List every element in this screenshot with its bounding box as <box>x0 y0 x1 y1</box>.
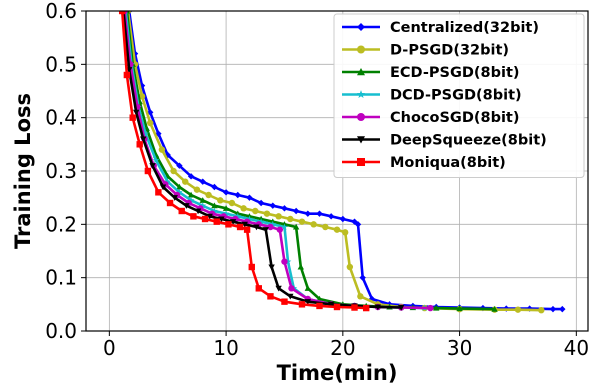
data-point <box>182 178 188 184</box>
legend-label: DCD-PSGD(8bit) <box>390 88 522 104</box>
x-tick-label: 30 <box>447 336 472 360</box>
data-point <box>334 226 340 232</box>
data-point <box>316 210 322 216</box>
data-point <box>277 226 283 232</box>
y-tick-label: 0.1 <box>45 266 77 290</box>
legend: Centralized(32bit) D-PSGD(32bit) ECD-PSGD(… <box>334 14 584 178</box>
data-point <box>124 72 130 78</box>
y-tick-label: 0.0 <box>45 319 77 343</box>
data-point <box>305 285 311 291</box>
data-point <box>137 141 143 147</box>
data-point <box>145 168 151 174</box>
data-point <box>281 298 287 304</box>
legend-marker <box>357 158 365 166</box>
data-point <box>170 168 176 174</box>
legend-label: ECD-PSGD(8bit) <box>390 65 520 81</box>
x-axis-title: Time(min) <box>277 361 398 385</box>
data-point <box>334 304 340 310</box>
data-point <box>252 208 258 214</box>
data-point <box>559 306 565 312</box>
y-tick-label: 0.5 <box>45 52 77 76</box>
legend-label: Centralized(32bit) <box>390 20 539 36</box>
data-point <box>249 264 255 270</box>
data-point <box>167 200 173 206</box>
data-point <box>237 224 243 230</box>
data-point <box>267 293 273 299</box>
data-point <box>275 213 281 219</box>
data-point <box>235 192 241 198</box>
y-tick-label: 0.2 <box>45 212 77 236</box>
data-point <box>347 264 353 270</box>
data-point <box>281 205 287 211</box>
data-point <box>538 307 544 313</box>
data-point <box>310 221 316 227</box>
data-point <box>190 213 196 219</box>
data-point <box>202 216 208 222</box>
data-point <box>270 202 276 208</box>
data-point <box>316 303 322 309</box>
data-point <box>244 226 250 232</box>
data-point <box>351 304 357 310</box>
data-point <box>217 197 223 203</box>
legend-label: D-PSGD(32bit) <box>390 43 509 59</box>
data-point <box>179 208 185 214</box>
data-point <box>328 213 334 219</box>
data-point <box>288 285 294 291</box>
x-tick-label: 40 <box>564 336 589 360</box>
data-point <box>205 192 211 198</box>
data-point <box>264 210 270 216</box>
data-point <box>240 205 246 211</box>
data-point <box>322 224 328 230</box>
y-tick-label: 0.6 <box>45 0 77 23</box>
data-point <box>363 305 369 311</box>
x-tick-label: 20 <box>330 336 355 360</box>
data-point <box>342 229 348 235</box>
y-axis-title: Training Loss <box>11 93 35 249</box>
data-point <box>229 200 235 206</box>
y-tick-label: 0.3 <box>45 159 77 183</box>
data-point <box>147 120 153 126</box>
data-point <box>293 208 299 214</box>
data-point <box>340 216 346 222</box>
data-point <box>256 285 262 291</box>
data-point <box>515 306 521 312</box>
data-point <box>299 301 305 307</box>
data-point <box>427 305 433 311</box>
data-point <box>155 189 161 195</box>
data-point <box>214 218 220 224</box>
data-point <box>287 216 293 222</box>
x-tick-label: 0 <box>103 336 116 360</box>
x-tick-label: 10 <box>213 336 238 360</box>
legend-label: ChocoSGD(8bit) <box>390 110 520 126</box>
data-point <box>194 186 200 192</box>
data-point <box>299 218 305 224</box>
data-point <box>129 114 135 120</box>
data-point <box>268 264 274 270</box>
data-point <box>298 264 304 270</box>
data-point <box>267 224 273 230</box>
legend-label: DeepSqueeze(8bit) <box>390 133 547 149</box>
data-point <box>225 221 231 227</box>
data-point <box>305 210 311 216</box>
legend-label: Moniqua(8bit) <box>390 155 506 171</box>
legend-marker <box>357 113 365 121</box>
data-point <box>357 293 363 299</box>
y-tick-label: 0.4 <box>45 106 77 130</box>
legend-marker <box>357 46 365 54</box>
data-point <box>159 146 165 152</box>
data-point <box>550 306 556 312</box>
data-point <box>281 258 287 264</box>
